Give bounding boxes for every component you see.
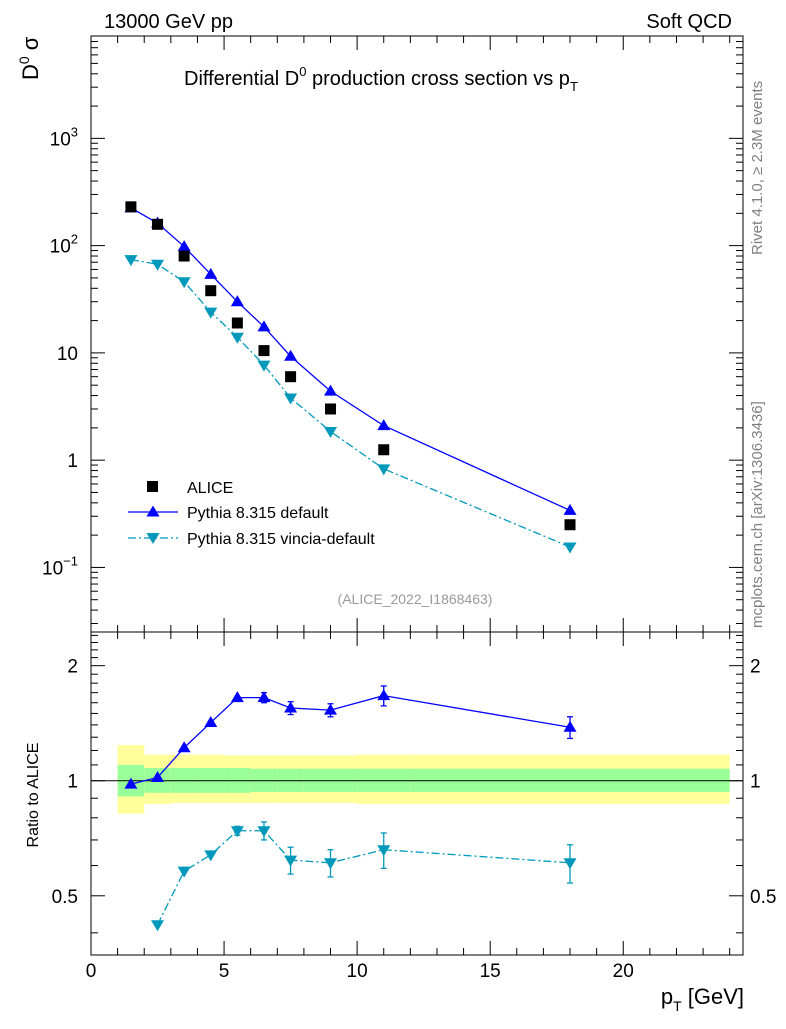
main-ylabel: D0 σ (16, 36, 43, 80)
y-tick-label: 0.5 (52, 887, 78, 908)
data-point-pythia-default (563, 503, 577, 515)
y-tick-label: 2 (67, 657, 78, 678)
data-point-pythia-vincia (324, 426, 338, 438)
ratio-ylabel: Ratio to ALICE (25, 743, 42, 848)
data-point-pythia-vincia (257, 360, 271, 372)
x-tick-label: 5 (219, 961, 230, 982)
data-point-alice (325, 403, 337, 415)
data-point-ratio-pythia-vincia (324, 858, 338, 870)
y-tick-label-right: 1 (750, 772, 761, 793)
main-title: Differential D0 production cross section… (184, 64, 578, 94)
data-point-ratio-pythia-vincia (230, 826, 244, 838)
mcplots-label: mcplots.cern.ch [arXiv:1306.3436] (749, 401, 766, 628)
data-point-ratio-pythia-default (563, 720, 577, 732)
data-point-alice (231, 317, 243, 329)
series-line-pythia-default (130, 207, 571, 512)
data-point-pythia-default (377, 419, 391, 431)
x-tick-label: 20 (613, 961, 634, 982)
analysis-watermark: (ALICE_2022_I1868463) (338, 591, 493, 607)
y-tick-label-right: 0.5 (750, 887, 776, 908)
data-point-pythia-vincia (563, 542, 577, 554)
y-tick-label: 10 (57, 344, 78, 365)
y-tick-label: 10−1 (42, 553, 78, 579)
legend-marker-pythia-vincia (146, 533, 160, 544)
series-line-ratio-pythia-default (130, 694, 571, 785)
data-point-ratio-pythia-default (151, 770, 165, 782)
data-point-pythia-vincia (377, 464, 391, 476)
data-point-pythia-vincia (204, 307, 218, 319)
data-point-ratio-pythia-vincia (177, 866, 191, 878)
rivet-label: Rivet 4.1.0, ≥ 2.3M events (749, 81, 766, 255)
series-line-pythia-vincia (130, 259, 571, 548)
data-point-ratio-pythia-default (204, 716, 218, 728)
legend: ALICE Pythia 8.315 default Pythia 8.315 … (128, 480, 375, 548)
y-tick-label: 102 (50, 232, 78, 258)
y-tick-label: 103 (50, 124, 78, 150)
data-point-pythia-vincia (230, 332, 244, 344)
legend-marker-pythia-default (146, 505, 160, 517)
data-point-pythia-vincia (151, 259, 165, 271)
data-point-ratio-pythia-default (257, 691, 271, 703)
chart-content: 0 5 10 15 20 10−1 1 10 102 103 0.5 0.5 1 1 2 2 (42, 35, 776, 982)
data-point-ratio-pythia-default (124, 777, 138, 789)
ratio-frame (90, 631, 744, 956)
data-point-alice (564, 519, 576, 531)
data-point-ratio-pythia-vincia (204, 850, 218, 862)
data-point-pythia-vincia (177, 277, 191, 289)
y-tick-label-right: 2 (750, 657, 761, 678)
data-point-alice (285, 371, 297, 383)
data-point-ratio-pythia-vincia (377, 845, 391, 857)
data-point-ratio-pythia-vincia (151, 920, 165, 932)
data-point-pythia-default (257, 320, 271, 332)
legend-label-alice: ALICE (187, 480, 233, 497)
series-line-ratio-pythia-vincia (156, 830, 571, 926)
data-point-alice (125, 201, 137, 213)
legend-label-pythia-vincia: Pythia 8.315 vincia-default (187, 531, 375, 548)
legend-marker-alice (147, 481, 158, 492)
energy-label: 13000 GeV pp (104, 11, 233, 33)
data-point-alice (178, 250, 190, 262)
data-point-pythia-default (177, 240, 191, 252)
data-point-alice (152, 218, 164, 230)
data-point-alice (378, 444, 390, 456)
data-point-alice (205, 285, 217, 297)
data-point-ratio-pythia-vincia (563, 858, 577, 870)
data-point-ratio-pythia-vincia (284, 855, 298, 867)
category-label: Soft QCD (646, 11, 732, 33)
data-point-ratio-pythia-vincia (257, 826, 271, 838)
x-tick-label: 15 (480, 961, 501, 982)
x-tick-label: 10 (347, 961, 368, 982)
data-point-ratio-pythia-default (230, 691, 244, 703)
data-point-pythia-vincia (124, 255, 138, 267)
data-point-alice (258, 345, 270, 357)
x-tick-label: 0 (86, 961, 97, 982)
data-point-pythia-default (230, 295, 244, 307)
data-point-pythia-vincia (284, 393, 298, 405)
data-point-ratio-pythia-default (284, 701, 298, 713)
data-point-ratio-pythia-default (177, 741, 191, 753)
data-point-ratio-pythia-default (377, 689, 391, 701)
data-point-pythia-default (324, 384, 338, 396)
data-point-pythia-default (284, 349, 298, 361)
data-point-ratio-pythia-default (324, 703, 338, 715)
y-tick-label: 1 (67, 451, 78, 472)
y-tick-label: 1 (67, 772, 78, 793)
xlabel: pT [GeV] (661, 984, 744, 1014)
data-point-pythia-default (204, 267, 218, 279)
legend-label-pythia-default: Pythia 8.315 default (187, 505, 329, 522)
